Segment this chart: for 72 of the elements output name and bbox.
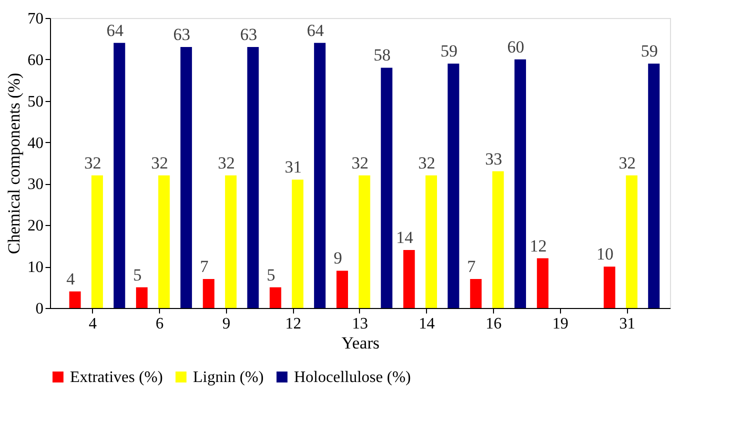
data-label: 7 — [467, 257, 476, 276]
x-tick-label: 31 — [619, 316, 636, 332]
x-tick-label: 12 — [285, 316, 302, 332]
y-tick-label: 70 — [28, 10, 44, 28]
data-label: 4 — [66, 269, 76, 288]
bar — [91, 175, 103, 308]
y-tick-label: 0 — [36, 300, 44, 318]
bar — [492, 171, 504, 308]
legend-label: Lignin (%) — [193, 369, 264, 386]
bar — [247, 47, 259, 308]
data-label: 63 — [173, 25, 190, 44]
bar — [448, 64, 460, 308]
x-tick-label: 16 — [486, 316, 502, 332]
bar — [425, 175, 438, 308]
data-label: 12 — [530, 236, 547, 256]
data-label: 32 — [352, 153, 368, 172]
x-axis-title: Years — [342, 334, 380, 352]
bar — [202, 279, 214, 308]
data-label: 32 — [84, 153, 102, 172]
bar — [514, 59, 526, 308]
x-tick-label: 9 — [222, 316, 230, 332]
data-label: 9 — [334, 248, 342, 268]
bar — [114, 42, 126, 308]
x-tick-label: 4 — [88, 316, 97, 332]
bar — [380, 68, 392, 308]
bar — [270, 287, 282, 308]
bar — [536, 258, 548, 308]
bar — [180, 47, 192, 308]
data-label: 64 — [106, 20, 124, 40]
bar — [292, 180, 304, 308]
bar — [314, 42, 326, 308]
y-tick-label: 50 — [28, 93, 44, 110]
y-tick-label: 30 — [28, 176, 44, 194]
bar — [403, 250, 415, 308]
bar — [69, 291, 81, 308]
data-label: 59 — [440, 42, 458, 61]
data-label: 32 — [218, 153, 235, 172]
data-label: 5 — [133, 265, 142, 284]
bar — [604, 266, 616, 308]
bar — [470, 279, 482, 308]
data-label: 14 — [396, 228, 414, 247]
data-label: 60 — [507, 37, 524, 56]
bar — [648, 64, 660, 308]
y-tick-label: 60 — [28, 52, 44, 69]
bar — [136, 287, 148, 308]
y-axis-title: Chemical components (%) — [4, 72, 24, 254]
data-label: 32 — [151, 153, 168, 172]
data-label: 32 — [618, 153, 636, 172]
data-label: 31 — [284, 158, 302, 177]
y-tick-label: 10 — [28, 259, 44, 276]
bar — [158, 175, 170, 308]
data-label: 58 — [374, 46, 391, 65]
data-label: 63 — [240, 25, 258, 44]
bar — [358, 175, 370, 308]
legend-label: Extratives (%) — [70, 369, 163, 386]
data-label: 64 — [306, 20, 324, 40]
x-tick-label: 6 — [156, 316, 164, 332]
x-tick-label: 19 — [552, 316, 568, 332]
bar — [225, 175, 237, 308]
bar — [336, 270, 348, 308]
data-label: 33 — [485, 149, 502, 168]
y-tick-label: 40 — [28, 134, 44, 152]
x-tick-label: 13 — [352, 316, 368, 332]
data-label: 10 — [596, 244, 614, 264]
data-label: 7 — [200, 257, 209, 276]
y-tick-label: 20 — [28, 218, 44, 235]
bar — [626, 175, 638, 308]
data-label: 59 — [640, 42, 658, 61]
legend-label: Holocellulose (%) — [294, 369, 411, 386]
data-label: 5 — [266, 265, 276, 284]
data-label: 32 — [418, 153, 436, 172]
x-tick-label: 14 — [418, 316, 435, 332]
